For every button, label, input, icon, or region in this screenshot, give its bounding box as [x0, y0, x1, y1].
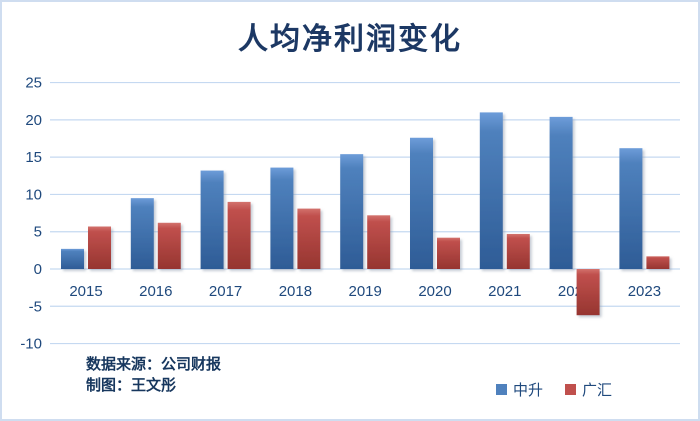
- x-category-label-2016: 2016: [139, 283, 172, 300]
- bar-中升-2017: [200, 170, 224, 269]
- legend-swatch-red-icon: [565, 384, 577, 395]
- bar-series: [61, 112, 670, 316]
- y-tick-label-10: 10: [25, 186, 42, 203]
- bar-中升-2018: [270, 167, 294, 269]
- chart-title: 人均净利润变化: [238, 23, 462, 56]
- bar-广汇-2020: [437, 237, 460, 269]
- bar-广汇-2015: [88, 226, 111, 269]
- bar-广汇-2023: [646, 256, 670, 269]
- source-note: 数据来源：公司财报: [86, 357, 222, 373]
- y-tick-label--10: -10: [20, 336, 42, 353]
- y-tick-label-5: 5: [34, 224, 42, 241]
- bar-中升-2022: [549, 116, 573, 269]
- bar-中升-2016: [130, 198, 154, 269]
- y-tick-label-0: 0: [34, 261, 42, 278]
- bar-广汇-2021: [506, 233, 530, 269]
- x-category-label-2017: 2017: [209, 283, 242, 300]
- x-category-label-2020: 2020: [418, 283, 451, 300]
- bar-广汇-2018: [297, 208, 321, 269]
- y-tick-label-20: 20: [25, 112, 42, 129]
- bar-中升-2021: [479, 112, 503, 269]
- x-category-label-2018: 2018: [279, 283, 312, 300]
- bar-中升-2015: [61, 248, 84, 269]
- legend-label-zhongsheng: 中升: [513, 383, 544, 399]
- credit-note: 制图：王文彤: [86, 378, 177, 394]
- bar-广汇-2022: [576, 269, 600, 316]
- x-axis-category-labels: 2015 2016 2017 2018 2019 2020 2021 2022 2023: [69, 283, 661, 300]
- bar-广汇-2016: [157, 222, 181, 269]
- bar-中升-2023: [619, 148, 643, 269]
- x-category-label-2015: 2015: [69, 283, 102, 300]
- y-axis-tick-labels: 25 20 15 10 5 0 -5 -10: [20, 75, 42, 353]
- y-tick-label--5: -5: [29, 298, 42, 315]
- footer-note: 数据来源：公司财报 制图：王文彤: [86, 355, 221, 397]
- legend-label-guanghui: 广汇: [582, 383, 613, 399]
- legend-item-guanghui: 广汇: [565, 379, 612, 400]
- bar-中升-2019: [340, 154, 364, 269]
- legend-item-zhongsheng: 中升: [496, 379, 543, 400]
- x-category-label-2021: 2021: [488, 283, 521, 300]
- x-category-label-2023: 2023: [628, 283, 661, 300]
- legend-swatch-blue-icon: [496, 384, 507, 395]
- gridlines: [50, 81, 680, 345]
- y-tick-label-15: 15: [25, 149, 42, 166]
- y-tick-label-25: 25: [25, 75, 42, 92]
- x-category-label-2019: 2019: [349, 283, 382, 300]
- bar-中升-2020: [410, 137, 433, 269]
- legend: 中升 广汇: [496, 379, 612, 400]
- bar-广汇-2017: [227, 201, 251, 269]
- bar-广汇-2019: [367, 215, 391, 269]
